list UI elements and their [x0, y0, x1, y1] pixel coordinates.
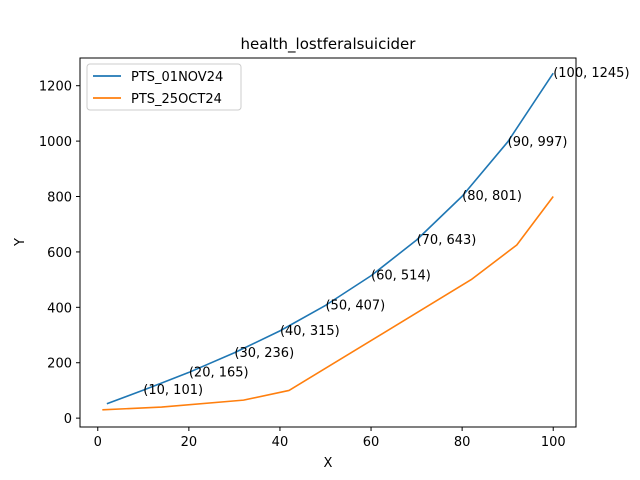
x-tick-label: 20 [181, 435, 198, 450]
y-tick-label: 0 [64, 412, 72, 427]
series-line-pts-01nov24 [106, 72, 554, 405]
plot-frame [79, 57, 577, 428]
x-tick-label: 0 [94, 435, 102, 450]
x-tick-label: 60 [363, 435, 380, 450]
y-tick-label: 1000 [39, 135, 72, 150]
legend: PTS_01NOV24 PTS_25OCT24 [86, 63, 242, 111]
legend-label-pts-01nov24: PTS_01NOV24 [131, 70, 223, 85]
y-tick-label: 800 [47, 191, 72, 206]
x-axis-label: X [324, 456, 333, 471]
y-tick-label: 1200 [39, 80, 72, 95]
y-tick-label: 400 [47, 301, 72, 316]
data-label: (60, 514) [371, 269, 431, 284]
data-label: (20, 165) [189, 365, 249, 380]
series-line-pts-25oct24 [102, 196, 554, 411]
data-label: (80, 801) [462, 189, 522, 204]
data-label: (30, 236) [234, 346, 294, 361]
y-axis: 0 200 400 600 800 1000 1200 [39, 80, 80, 427]
x-axis: 0 20 40 60 80 100 [94, 427, 566, 450]
data-label: (90, 997) [508, 135, 568, 150]
annotation-layer: (10, 101) (20, 165) (30, 236) (40, 315) (50,… [143, 66, 629, 398]
x-tick-label: 40 [272, 435, 289, 450]
data-label: (10, 101) [143, 383, 203, 398]
y-tick-label: 600 [47, 246, 72, 261]
y-tick-label: 200 [47, 357, 72, 372]
x-tick-label: 80 [454, 435, 471, 450]
data-label: (100, 1245) [553, 66, 629, 81]
series-layer [102, 72, 554, 411]
legend-label-pts-25oct24: PTS_25OCT24 [131, 92, 222, 107]
legend-frame [86, 63, 242, 111]
data-label: (40, 315) [280, 324, 340, 339]
data-label: (70, 643) [417, 233, 477, 248]
y-axis-label: Y [13, 238, 28, 247]
x-tick-label: 100 [541, 435, 566, 450]
chart-title: health_lostferalsuicider [241, 35, 417, 54]
data-label: (50, 407) [325, 298, 385, 313]
